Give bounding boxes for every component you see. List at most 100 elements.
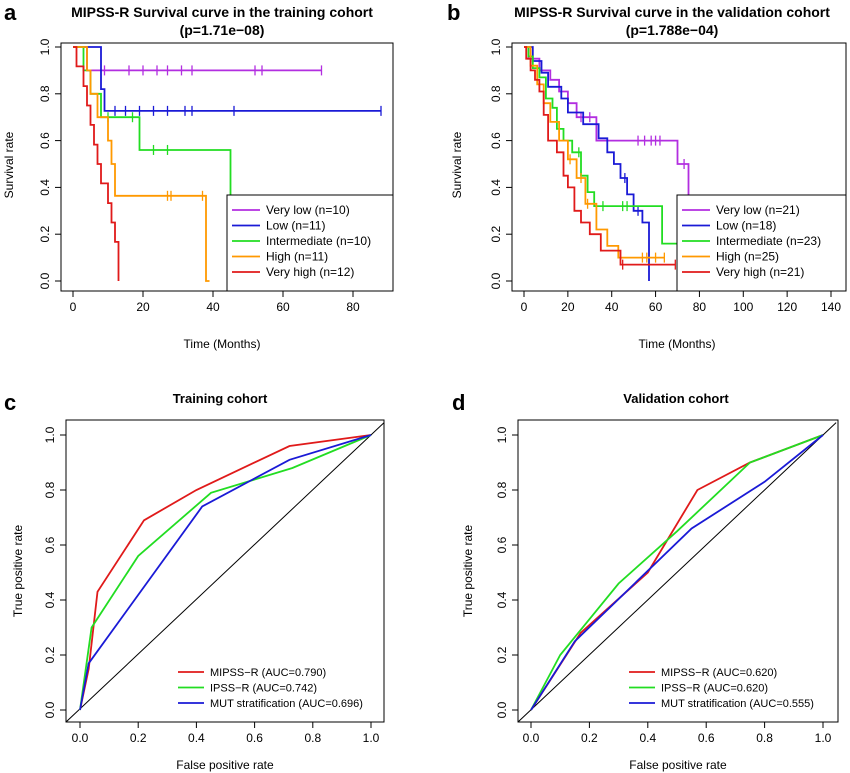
x-tick-label: 0.6 xyxy=(246,731,263,745)
diagonal-reference-line xyxy=(65,422,385,723)
y-tick-label: 0.2 xyxy=(489,226,503,243)
panel-c-title: Training cohort xyxy=(173,391,268,406)
panel-d: Validation cohort 0.0 0.2 0.4 0.6 0.8 1.0 0.0… xyxy=(461,391,839,772)
x-tick-label: 60 xyxy=(276,300,290,314)
x-tick-label: 80 xyxy=(693,300,707,314)
y-tick-label: 1.0 xyxy=(489,38,503,55)
series-line-2 xyxy=(524,46,650,281)
panel-d-x-label: False positive rate xyxy=(629,758,727,772)
legend-label-4: High (n=25) xyxy=(716,250,779,264)
x-tick-label: 0.2 xyxy=(130,731,147,745)
series-line-4 xyxy=(524,46,665,259)
panel-d-y-ticks: 0.0 0.2 0.4 0.6 0.8 1.0 xyxy=(495,426,519,718)
panel-b-title: MIPSS-R Survival curve in the validation… xyxy=(514,4,830,20)
y-tick-label: 0.8 xyxy=(489,85,503,102)
panel-b-curves xyxy=(524,46,828,281)
legend-label-2: Low (n=11) xyxy=(266,219,325,233)
series-line-3 xyxy=(530,434,824,711)
panel-b-legend-box xyxy=(676,194,847,292)
y-tick-label: 0.8 xyxy=(38,85,52,102)
panel-a-x-label: Time (Months) xyxy=(184,337,261,351)
y-tick-label: 0.6 xyxy=(43,536,57,553)
panel-a-y-label: Survival rate xyxy=(2,131,16,198)
y-tick-label: 0.4 xyxy=(38,179,52,196)
panel-c-curves xyxy=(65,422,385,723)
panel-c: Training cohort 0.0 0.2 0.4 0.6 0.8 1.0 0.00.… xyxy=(11,391,385,772)
legend-label-5: Very high (n=21) xyxy=(716,265,804,279)
y-tick-label: 1.0 xyxy=(495,426,509,443)
y-tick-label: 0.4 xyxy=(495,591,509,608)
x-tick-label: 0.0 xyxy=(523,731,540,745)
legend-label-1: MIPSS−R (AUC=0.620) xyxy=(661,667,777,679)
x-tick-label: 120 xyxy=(777,300,797,314)
y-tick-label: 0.6 xyxy=(495,536,509,553)
y-tick-label: 0.0 xyxy=(495,701,509,718)
panel-b-x-ticks: 0 20 40 60 80 100 120 140 xyxy=(521,290,841,314)
panel-b-legend: Very low (n=21) Low (n=18)Intermediate (n… xyxy=(676,194,847,292)
panel-a-title: MIPSS-R Survival curve in the training c… xyxy=(71,4,373,20)
panel-a-legend-box xyxy=(226,194,394,292)
panel-d-legend: MIPSS−R (AUC=0.620) IPSS−R (AUC=0.620) MUT… xyxy=(629,667,814,710)
series-line-1 xyxy=(73,46,322,72)
panel-b: MIPSS-R Survival curve in the validation… xyxy=(450,4,847,351)
panel-a: MIPSS-R Survival curve in the training c… xyxy=(2,4,394,351)
x-tick-label: 1.0 xyxy=(815,731,832,745)
panel-d-y-label: True positive rate xyxy=(461,525,475,618)
y-tick-label: 0.2 xyxy=(495,646,509,663)
x-tick-label: 140 xyxy=(821,300,841,314)
panel-d-title: Validation cohort xyxy=(623,391,729,406)
panel-a-subtitle: (p=1.71e−08) xyxy=(180,22,265,38)
y-tick-label: 0.4 xyxy=(43,591,57,608)
panel-c-x-label: False positive rate xyxy=(176,758,274,772)
x-tick-label: 60 xyxy=(649,300,663,314)
x-tick-label: 100 xyxy=(733,300,753,314)
x-tick-label: 0.4 xyxy=(639,731,656,745)
x-tick-label: 0 xyxy=(70,300,77,314)
series-line-5 xyxy=(73,46,120,281)
x-tick-label: 0.8 xyxy=(756,731,773,745)
legend-label-3: MUT stratification (AUC=0.696) xyxy=(210,698,363,710)
y-tick-label: 0.0 xyxy=(38,272,52,289)
y-tick-label: 0.0 xyxy=(43,701,57,718)
series-line-3 xyxy=(79,434,372,711)
legend-label-2: IPSS−R (AUC=0.742) xyxy=(210,683,317,695)
y-tick-label: 0.4 xyxy=(489,179,503,196)
y-tick-label: 0.6 xyxy=(38,132,52,149)
x-tick-label: 0 xyxy=(521,300,528,314)
panel-letter-b: b xyxy=(447,0,460,25)
legend-label-1: Very low (n=10) xyxy=(266,203,350,217)
series-line-5 xyxy=(524,46,676,266)
x-tick-label: 0.2 xyxy=(581,731,598,745)
panel-a-legend: Very low (n=10) Low (n=11)Intermediate (n… xyxy=(226,194,394,292)
panel-c-x-ticks: 0.0 0.2 0.4 0.6 0.8 1.0 xyxy=(72,721,380,745)
panel-d-x-ticks: 0.0 0.2 0.4 0.6 0.8 1.0 xyxy=(523,721,832,745)
y-tick-label: 1.0 xyxy=(43,426,57,443)
x-tick-label: 0.6 xyxy=(698,731,715,745)
series-line-2 xyxy=(73,46,381,112)
panel-letter-d: d xyxy=(452,390,465,415)
x-tick-label: 0.4 xyxy=(188,731,205,745)
legend-label-2: Low (n=18) xyxy=(716,219,776,233)
legend-label-1: MIPSS−R (AUC=0.790) xyxy=(210,667,326,679)
panel-a-x-ticks: 0 20 40 60 80 xyxy=(70,290,360,314)
y-tick-label: 0.0 xyxy=(489,272,503,289)
y-tick-label: 0.6 xyxy=(489,132,503,149)
series-line-4 xyxy=(73,46,210,282)
y-tick-label: 0.2 xyxy=(38,226,52,243)
series-line-1 xyxy=(79,434,372,711)
legend-label-5: Very high (n=12) xyxy=(266,265,354,279)
panel-letter-c: c xyxy=(4,390,16,415)
panel-c-y-ticks: 0.0 0.2 0.4 0.6 0.8 1.0 xyxy=(43,426,67,718)
panel-b-x-label: Time (Months) xyxy=(639,337,716,351)
legend-label-3: Intermediate (n=10) xyxy=(266,234,371,248)
panel-a-curves xyxy=(73,46,382,282)
x-tick-label: 20 xyxy=(561,300,575,314)
panel-a-y-ticks: 0.0 0.2 0.4 0.6 0.8 1.0 xyxy=(38,38,62,289)
x-tick-label: 1.0 xyxy=(363,731,380,745)
legend-label-3: MUT stratification (AUC=0.555) xyxy=(661,698,814,710)
y-tick-label: 0.2 xyxy=(43,646,57,663)
legend-label-1: Very low (n=21) xyxy=(716,203,800,217)
series-line-2 xyxy=(530,434,824,711)
x-tick-label: 0.8 xyxy=(304,731,321,745)
